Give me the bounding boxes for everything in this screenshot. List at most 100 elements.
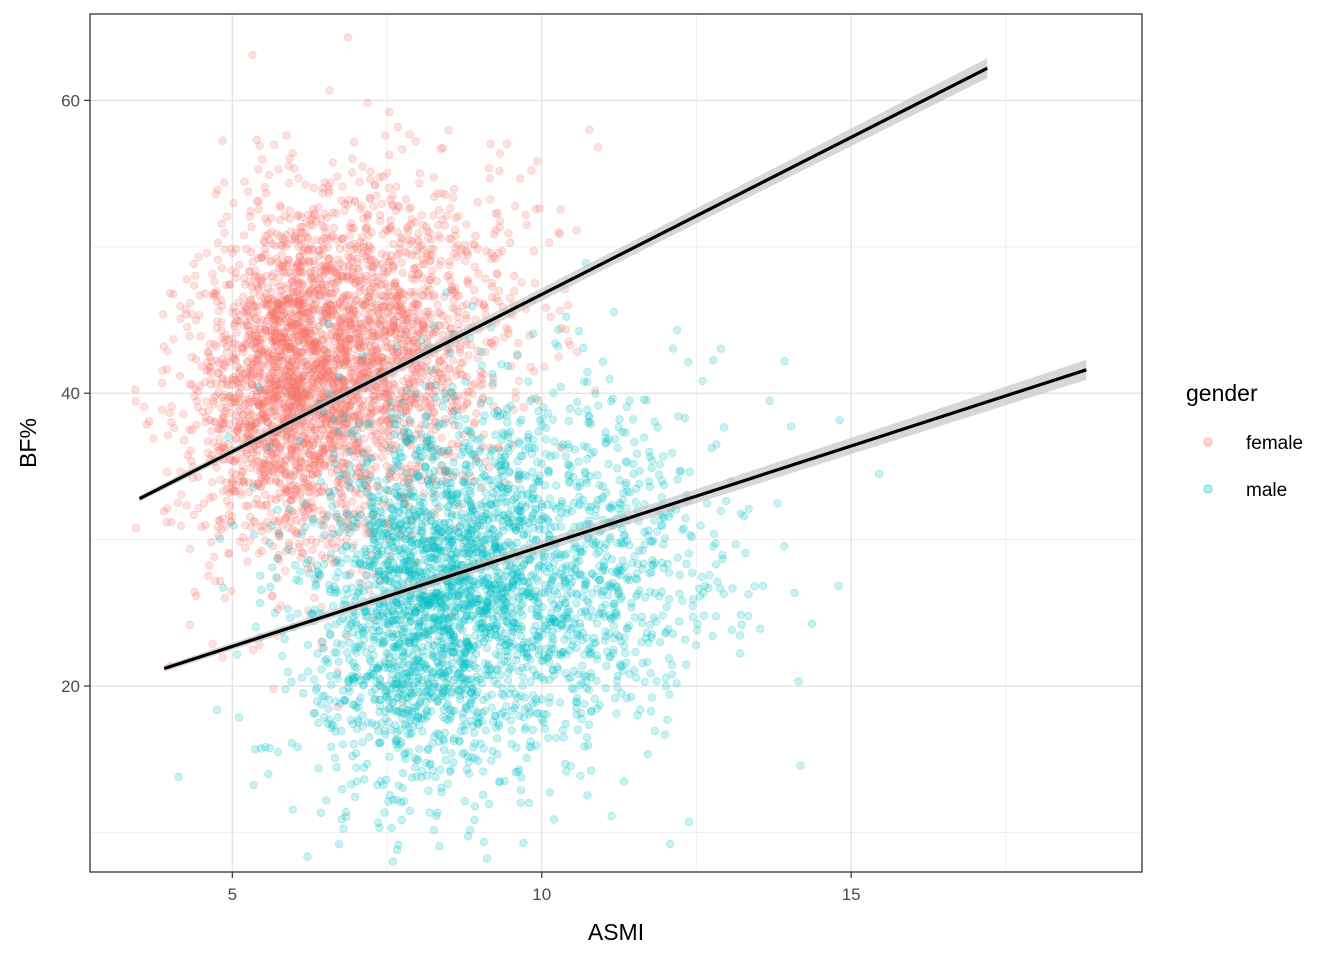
female-point xyxy=(366,351,375,361)
female-point xyxy=(204,347,213,357)
female-point xyxy=(188,425,197,434)
female-point xyxy=(228,249,237,258)
female-point xyxy=(296,489,305,498)
female-point xyxy=(186,446,195,455)
male-point xyxy=(438,402,448,411)
female-point xyxy=(209,290,218,299)
female-point xyxy=(296,385,305,394)
male-point xyxy=(650,516,659,525)
female-point xyxy=(445,445,454,455)
female-point xyxy=(220,228,229,237)
female-point xyxy=(357,358,366,367)
female-point xyxy=(259,412,268,421)
female-point xyxy=(437,433,446,443)
female-point xyxy=(348,253,357,262)
female-point xyxy=(366,167,375,176)
female-point xyxy=(561,325,570,334)
female-point xyxy=(310,294,319,303)
female-point xyxy=(364,491,373,500)
female-point xyxy=(302,538,311,547)
female-point xyxy=(274,300,283,310)
female-point xyxy=(387,344,397,353)
female-point xyxy=(395,334,404,344)
female-point xyxy=(277,349,286,358)
female-point xyxy=(333,667,343,676)
female-point xyxy=(385,486,394,495)
male-point xyxy=(329,450,339,459)
female-point xyxy=(370,180,379,190)
female-point xyxy=(303,307,313,317)
female-point xyxy=(372,332,381,341)
male-point xyxy=(493,734,502,743)
female-point xyxy=(346,241,355,250)
female-point xyxy=(245,266,254,276)
male-point xyxy=(620,641,629,651)
male-point xyxy=(556,698,565,707)
male-point xyxy=(461,377,470,386)
female-point xyxy=(368,355,377,365)
female-point xyxy=(334,360,344,369)
female-point xyxy=(243,429,252,438)
male-point xyxy=(607,811,616,821)
female-point xyxy=(298,548,307,557)
female-point xyxy=(309,480,318,490)
female-point xyxy=(294,174,303,183)
female-point xyxy=(294,539,304,549)
female-point xyxy=(384,418,393,427)
female-point xyxy=(308,244,317,253)
female-point xyxy=(438,189,447,198)
female-point xyxy=(190,281,199,290)
male-point xyxy=(621,648,630,658)
female-point xyxy=(274,264,284,273)
female-point xyxy=(234,388,244,397)
female-point xyxy=(355,371,365,380)
female-point xyxy=(255,500,264,509)
female-point xyxy=(392,182,401,192)
female-point xyxy=(325,86,334,95)
female-point xyxy=(274,165,283,174)
female-point xyxy=(322,303,331,312)
female-point xyxy=(292,275,301,284)
female-point xyxy=(465,387,474,397)
female-point xyxy=(272,300,282,309)
female-point xyxy=(278,262,288,271)
female-point xyxy=(131,385,140,394)
female-point xyxy=(314,488,323,497)
female-point xyxy=(159,507,169,516)
female-point xyxy=(250,325,259,334)
female-point xyxy=(294,319,303,329)
female-point xyxy=(532,157,542,166)
male-point xyxy=(347,780,356,789)
male-point xyxy=(625,396,634,405)
female-point xyxy=(333,703,342,712)
female-point xyxy=(464,351,473,360)
female-point xyxy=(270,315,279,324)
female-point xyxy=(527,166,536,175)
female-point xyxy=(370,386,379,395)
female-point xyxy=(244,478,253,487)
female-point xyxy=(236,419,245,428)
female-point xyxy=(441,418,450,427)
female-point xyxy=(563,301,573,310)
female-point xyxy=(169,423,179,433)
female-point xyxy=(360,300,369,310)
female-point xyxy=(282,131,291,140)
female-point xyxy=(192,591,201,600)
female-point xyxy=(294,234,304,243)
female-point xyxy=(222,212,232,221)
female-point xyxy=(357,298,366,307)
female-point xyxy=(390,305,399,315)
female-point xyxy=(310,457,319,466)
female-point xyxy=(335,298,345,307)
female-point xyxy=(281,469,291,478)
female-point xyxy=(298,394,307,403)
female-point xyxy=(541,303,551,312)
female-point xyxy=(273,433,282,443)
female-point xyxy=(229,375,238,384)
female-point xyxy=(350,509,359,519)
female-point xyxy=(355,329,364,338)
male-point xyxy=(314,718,323,728)
female-point xyxy=(333,442,342,451)
female-point xyxy=(382,416,391,425)
male-point xyxy=(387,466,397,476)
